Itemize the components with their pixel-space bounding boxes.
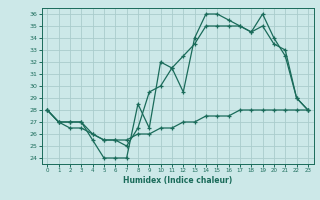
X-axis label: Humidex (Indice chaleur): Humidex (Indice chaleur) xyxy=(123,176,232,185)
